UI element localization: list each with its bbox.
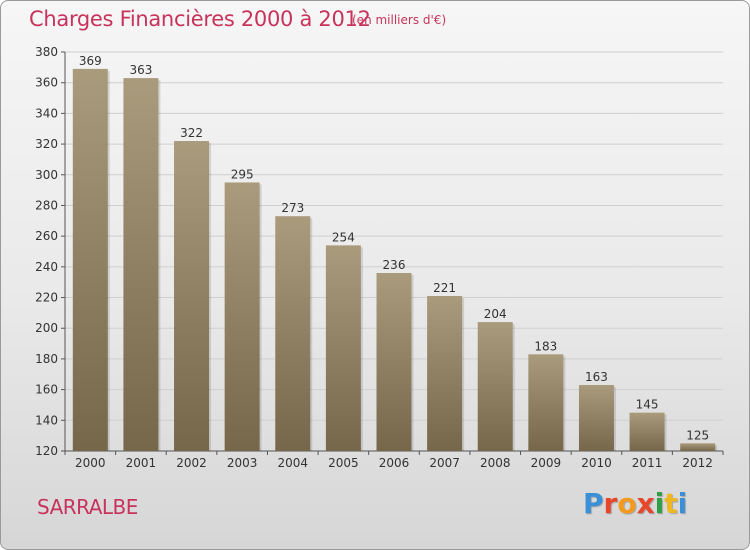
chart-subtitle: (en milliers d'€): [352, 13, 447, 27]
x-tick-label: 2004: [277, 456, 308, 470]
y-tick-label: 240: [35, 260, 58, 274]
bar: [325, 245, 361, 451]
bar: [275, 216, 311, 451]
y-tick-label: 260: [35, 229, 58, 243]
bar-value-label: 145: [636, 398, 659, 412]
bar-value-label: 254: [332, 230, 355, 244]
y-tick-label: 280: [35, 198, 58, 212]
y-tick-label: 320: [35, 137, 58, 151]
bar: [224, 182, 260, 451]
bar-value-label: 295: [231, 167, 254, 181]
bar: [629, 412, 665, 451]
proxiti-logo: Proxiti: [583, 487, 688, 520]
bar-value-label: 183: [534, 339, 557, 353]
bar-value-label: 221: [433, 281, 456, 295]
bar-value-label: 322: [180, 126, 203, 140]
bar: [174, 141, 210, 451]
bars: [72, 68, 718, 451]
bar: [528, 354, 564, 451]
bar: [427, 296, 463, 451]
bar: [578, 385, 614, 451]
bar: [376, 272, 412, 451]
x-tick-label: 2008: [480, 456, 511, 470]
bar: [123, 78, 159, 451]
bar-value-label: 273: [281, 201, 304, 215]
axes: 120 140 160 180 200 220 240 260 280 300 320 340 360 3…: [35, 45, 724, 470]
x-tick-label: 2006: [379, 456, 410, 470]
x-tick-label: 2009: [531, 456, 562, 470]
y-tick-label: 340: [35, 106, 58, 120]
x-tick-label: 2005: [328, 456, 359, 470]
x-tick-label: 2003: [227, 456, 258, 470]
y-tick-label: 360: [35, 76, 58, 90]
x-tick-label: 2010: [581, 456, 612, 470]
x-tick-label: 2002: [176, 456, 207, 470]
bar-value-label: 363: [129, 63, 152, 77]
x-tick-label: 2012: [682, 456, 713, 470]
y-tick-label: 300: [35, 168, 58, 182]
commune-name: SARRALBE: [37, 495, 138, 519]
bar-value-label: 125: [686, 428, 709, 442]
bar: [477, 322, 513, 451]
bar-value-label: 204: [484, 307, 507, 321]
y-tick-label: 140: [35, 413, 58, 427]
y-tick-label: 180: [35, 352, 58, 366]
x-tick-label: 2007: [429, 456, 460, 470]
y-tick-label: 220: [35, 291, 58, 305]
y-tick-label: 200: [35, 321, 58, 335]
bar: [72, 68, 108, 451]
labels: 369 363 322 295 273 254 236 221 204 183 163 145 125: [79, 54, 709, 442]
bar-value-label: 236: [383, 258, 406, 272]
x-tick-label: 2000: [75, 456, 106, 470]
y-tick-label: 160: [35, 383, 58, 397]
chart-title: Charges Financières 2000 à 2012: [29, 7, 371, 31]
bar-value-label: 369: [79, 54, 102, 68]
bar: [680, 443, 716, 451]
y-tick-label: 380: [35, 45, 58, 59]
x-tick-label: 2011: [632, 456, 663, 470]
bar-value-label: 163: [585, 370, 608, 384]
y-tick-label: 120: [35, 444, 58, 458]
x-tick-label: 2001: [126, 456, 157, 470]
